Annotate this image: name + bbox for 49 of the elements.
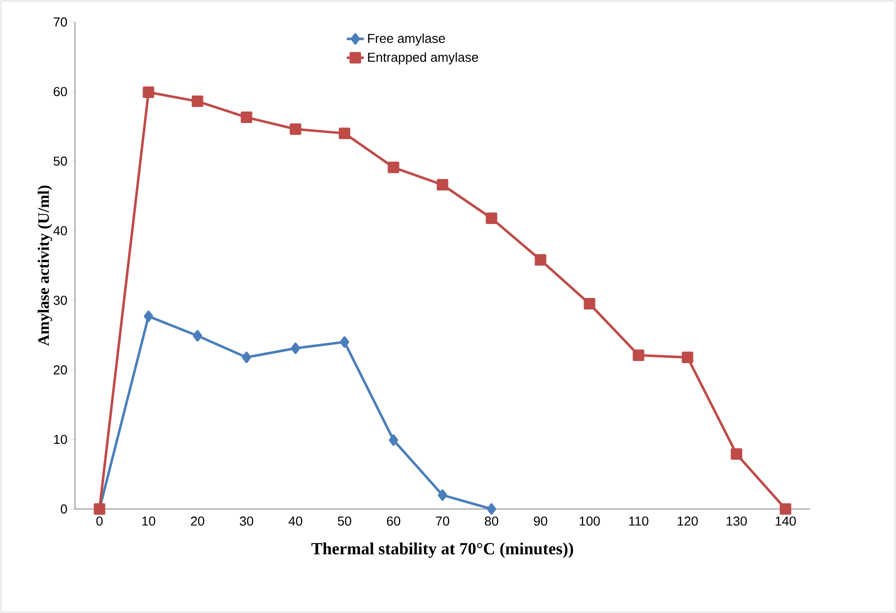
point bbox=[290, 123, 302, 135]
y-tick-label: 60 bbox=[54, 86, 67, 96]
point bbox=[388, 162, 400, 174]
x-tick-label: 70 bbox=[436, 516, 450, 526]
point bbox=[388, 434, 398, 446]
point bbox=[584, 298, 596, 310]
point bbox=[338, 128, 350, 140]
y-tick-label: 30 bbox=[54, 296, 67, 305]
x-tick-label: 30 bbox=[240, 516, 254, 526]
point bbox=[486, 503, 496, 515]
y-tick-label: 50 bbox=[54, 156, 67, 166]
x-axis-title: Thermal stability at 70°C (minutes)) bbox=[311, 542, 574, 558]
y-axis-title: Amylase activity (U/ml) bbox=[38, 186, 52, 346]
x-tick-label: 100 bbox=[580, 516, 600, 526]
x-tick-label: 40 bbox=[288, 516, 302, 526]
y-tick-label: 20 bbox=[54, 365, 67, 374]
y-tick-label: 10 bbox=[54, 434, 67, 444]
x-tick-label: 130 bbox=[726, 516, 747, 526]
y-tick-label: 40 bbox=[53, 226, 67, 236]
x-tick-label: 20 bbox=[190, 516, 204, 526]
x-tick-label: 50 bbox=[338, 516, 352, 526]
point bbox=[486, 212, 498, 224]
x-tick-label: 80 bbox=[484, 516, 498, 526]
x-tick-label: 60 bbox=[386, 516, 400, 526]
point bbox=[142, 86, 154, 98]
point bbox=[780, 503, 792, 515]
point bbox=[534, 254, 546, 266]
point bbox=[438, 489, 448, 501]
point bbox=[436, 179, 448, 191]
y-tick-label: 70 bbox=[54, 17, 67, 27]
x-tick-label: 110 bbox=[629, 516, 648, 526]
x-tick-label: 90 bbox=[534, 516, 548, 526]
x-tick-label: 10 bbox=[142, 516, 156, 526]
x-tick-label: 120 bbox=[678, 516, 698, 526]
point bbox=[632, 349, 644, 361]
point bbox=[240, 112, 252, 124]
point bbox=[192, 96, 204, 108]
point bbox=[730, 448, 742, 460]
point bbox=[144, 310, 154, 322]
legend-label: Free amylase bbox=[368, 33, 445, 46]
point bbox=[340, 336, 350, 348]
y-tick-label: 0 bbox=[60, 504, 67, 514]
legend-label: Entrapped amylase bbox=[368, 52, 478, 64]
point bbox=[242, 352, 252, 364]
x-tick-label: 140 bbox=[776, 516, 796, 526]
x-tick-label: 0 bbox=[96, 516, 103, 526]
point bbox=[192, 330, 202, 342]
point bbox=[682, 352, 694, 364]
point bbox=[290, 342, 300, 354]
